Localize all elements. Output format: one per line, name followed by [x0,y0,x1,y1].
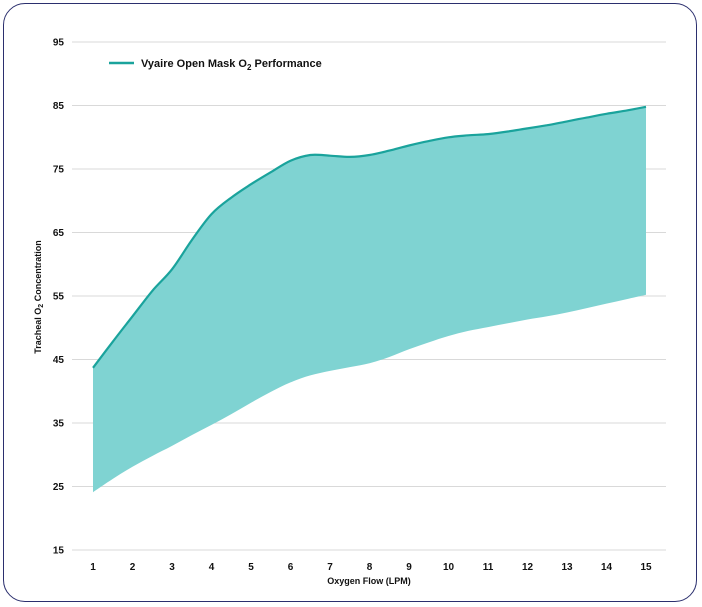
legend: Vyaire Open Mask O2 Performance [109,58,322,72]
y-tick-label: 35 [53,419,65,430]
x-tick-label: 15 [640,562,652,573]
upper-boundary-line [92,105,647,369]
y-axis-label: Tracheal O2 Concentration [33,240,45,353]
x-tick-label: 12 [522,562,534,573]
y-tick-label: 65 [53,228,65,239]
x-tick-label: 9 [406,562,412,573]
y-tick-label: 95 [53,38,65,49]
x-tick-label: 11 [483,562,494,573]
y-tick-label: 15 [53,546,65,557]
x-tick-label: 5 [248,562,254,573]
x-axis-ticks: 1 2 3 4 5 6 7 8 9 10 11 12 13 14 15 [90,562,652,573]
y-tick-label: 85 [53,101,65,112]
x-tick-label: 3 [169,562,175,573]
x-tick-label: 14 [601,562,613,573]
performance-band-area [93,106,646,493]
x-tick-label: 2 [130,562,136,573]
x-tick-label: 13 [561,562,573,573]
y-tick-label: 45 [53,355,65,366]
x-tick-label: 1 [90,562,96,573]
x-tick-label: 4 [209,562,215,573]
x-tick-label: 7 [327,562,333,573]
x-tick-label: 10 [443,562,455,573]
legend-label: Vyaire Open Mask O2 Performance [141,58,322,72]
x-tick-label: 6 [288,562,294,573]
x-tick-label: 8 [367,562,373,573]
y-tick-label: 25 [53,482,65,493]
y-tick-label: 75 [53,165,65,176]
y-axis-ticks: 15 25 35 45 55 65 75 85 95 [53,38,65,557]
x-axis-label: Oxygen Flow (LPM) [327,576,411,586]
y-tick-label: 55 [53,292,65,303]
